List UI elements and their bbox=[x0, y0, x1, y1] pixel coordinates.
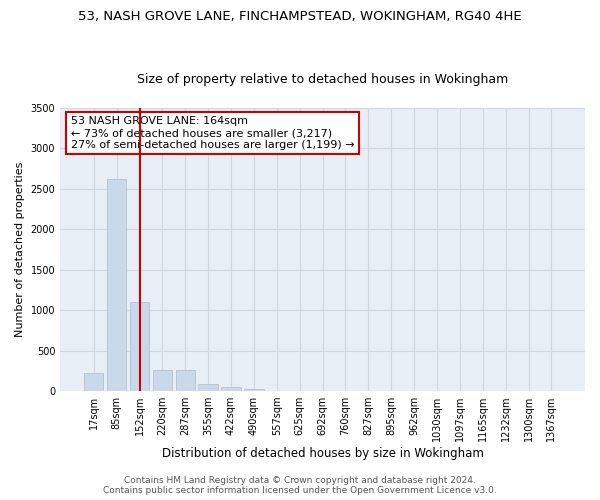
Bar bbox=[130, 302, 149, 391]
Bar bbox=[152, 370, 172, 391]
Bar bbox=[221, 387, 241, 391]
Bar bbox=[84, 374, 103, 391]
Bar bbox=[176, 370, 195, 391]
Title: Size of property relative to detached houses in Wokingham: Size of property relative to detached ho… bbox=[137, 73, 508, 86]
Text: 53 NASH GROVE LANE: 164sqm
← 73% of detached houses are smaller (3,217)
27% of s: 53 NASH GROVE LANE: 164sqm ← 73% of deta… bbox=[71, 116, 354, 150]
Y-axis label: Number of detached properties: Number of detached properties bbox=[15, 162, 25, 337]
Text: Contains HM Land Registry data © Crown copyright and database right 2024.
Contai: Contains HM Land Registry data © Crown c… bbox=[103, 476, 497, 495]
Text: 53, NASH GROVE LANE, FINCHAMPSTEAD, WOKINGHAM, RG40 4HE: 53, NASH GROVE LANE, FINCHAMPSTEAD, WOKI… bbox=[78, 10, 522, 23]
Bar bbox=[199, 384, 218, 391]
Bar bbox=[107, 179, 127, 391]
Bar bbox=[244, 389, 263, 391]
X-axis label: Distribution of detached houses by size in Wokingham: Distribution of detached houses by size … bbox=[161, 447, 484, 460]
